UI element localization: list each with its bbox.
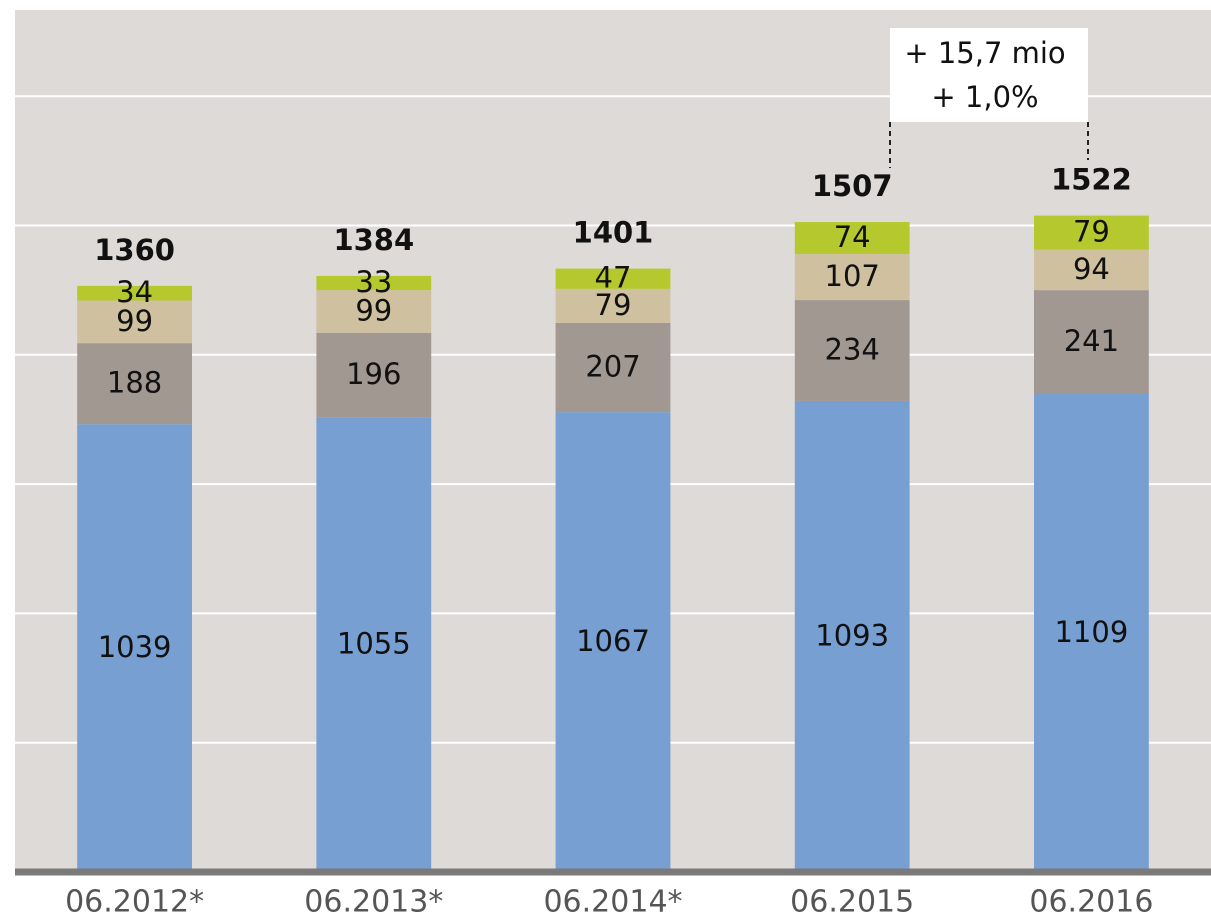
total-label: 1401 xyxy=(573,216,654,250)
total-label: 1522 xyxy=(1051,163,1132,197)
bar-segment xyxy=(794,253,910,301)
x-tick-label: 06.2013* xyxy=(304,885,443,920)
value-label: 1067 xyxy=(576,624,650,658)
bar-segment xyxy=(316,275,432,291)
x-tick-label: 06.2015 xyxy=(790,885,914,920)
bar-segment xyxy=(316,332,432,418)
total-label: 1384 xyxy=(333,223,414,257)
x-tick-label: 06.2014* xyxy=(543,885,682,920)
bar-segment xyxy=(77,300,193,344)
bar-segment xyxy=(794,222,910,254)
value-label: 241 xyxy=(1064,324,1119,358)
bar-segment xyxy=(316,290,432,333)
value-label: 79 xyxy=(595,288,632,322)
value-label: 99 xyxy=(355,293,392,327)
value-label: 207 xyxy=(585,350,640,384)
bar-segment xyxy=(316,417,432,872)
value-label: 196 xyxy=(346,357,401,391)
annotation-text: + 15,7 mio xyxy=(904,36,1065,70)
bar-segment xyxy=(794,400,910,872)
x-tick-label: 06.2016 xyxy=(1029,885,1153,920)
value-label: 79 xyxy=(1073,215,1110,249)
value-label: 1093 xyxy=(815,618,889,652)
value-label: 94 xyxy=(1073,252,1110,286)
bar-segment xyxy=(555,288,671,323)
value-label: 188 xyxy=(107,366,162,400)
bar-segment xyxy=(555,322,671,413)
bar-segment xyxy=(77,285,193,301)
bar-segment xyxy=(1033,249,1149,291)
value-label: 1109 xyxy=(1054,615,1128,649)
value-label: 34 xyxy=(116,275,153,309)
value-label: 74 xyxy=(834,220,871,254)
x-tick-label: 06.2012* xyxy=(65,885,204,920)
bar-segment xyxy=(1033,394,1149,872)
value-label: 1039 xyxy=(98,630,172,664)
bar-segment xyxy=(555,268,671,289)
bar-segment xyxy=(555,412,671,872)
annotation-text: + 1,0% xyxy=(931,80,1038,114)
bar-segment xyxy=(77,424,193,872)
value-label: 99 xyxy=(116,304,153,338)
value-label: 107 xyxy=(825,259,880,293)
value-label: 1055 xyxy=(337,627,411,661)
value-label: 234 xyxy=(825,332,880,366)
total-label: 1507 xyxy=(812,169,893,203)
value-label: 33 xyxy=(355,265,392,299)
annotation-box xyxy=(890,28,1088,122)
total-label: 1360 xyxy=(94,233,175,267)
value-label: 47 xyxy=(595,261,632,295)
bar-segment xyxy=(77,343,193,425)
bar-segment xyxy=(1033,215,1149,250)
bar-segment xyxy=(1033,290,1149,395)
bar-segment xyxy=(794,300,910,401)
